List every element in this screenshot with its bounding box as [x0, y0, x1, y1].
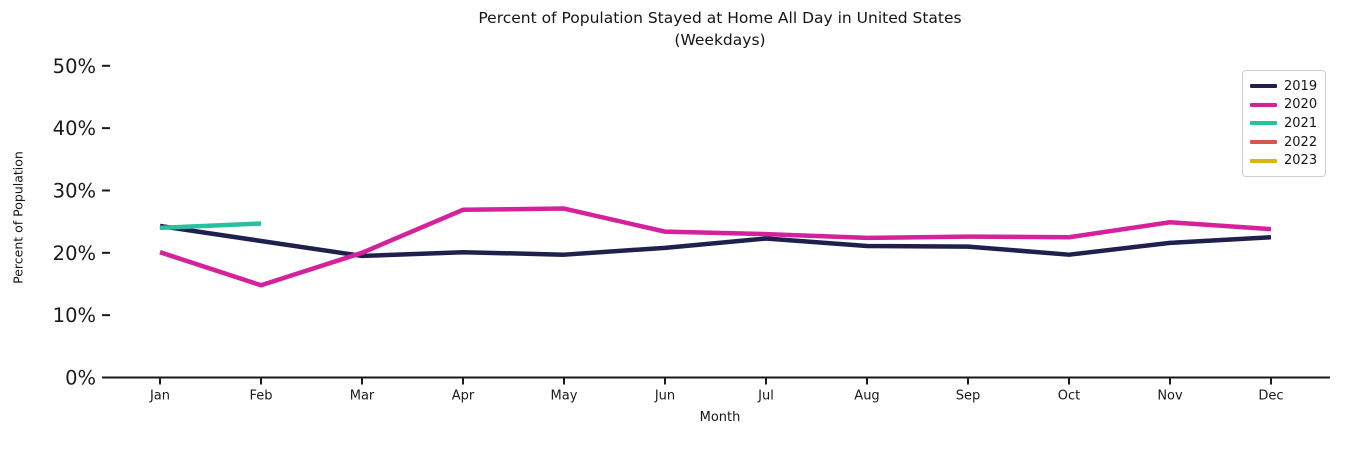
x-axis-label: Month	[699, 410, 741, 425]
series-line-2020	[159, 206, 1272, 288]
chart-legend: 2019 2020 2021 2022 2023	[1242, 70, 1326, 177]
legend-swatch-2022	[1250, 140, 1277, 145]
chart-title: Percent of Population Stayed at Home All…	[0, 7, 1350, 51]
legend-item-2022: 2022	[1250, 133, 1317, 152]
x-tick-label: Feb	[249, 389, 272, 404]
chart-title-line2: (Weekdays)	[674, 31, 766, 49]
legend-swatch-2019	[1250, 84, 1277, 89]
x-tick-label: Sep	[956, 389, 981, 404]
legend-item-2023: 2023	[1250, 151, 1317, 170]
series-line-2021	[159, 221, 262, 231]
legend-label-2023: 2023	[1284, 153, 1318, 169]
x-tick-label: Aug	[854, 389, 879, 404]
legend-label-2022: 2022	[1284, 134, 1318, 150]
y-tick-label: 50%	[53, 55, 96, 78]
chart-title-line1: Percent of Population Stayed at Home All…	[478, 9, 962, 27]
legend-label-2021: 2021	[1284, 115, 1318, 131]
x-tick-label: Jul	[757, 389, 774, 404]
x-tick-label: Jan	[149, 389, 170, 404]
x-tick-label: Oct	[1058, 389, 1080, 404]
legend-item-2020: 2020	[1250, 96, 1317, 115]
y-tick-label: 10%	[53, 304, 96, 327]
legend-swatch-2020	[1250, 102, 1277, 107]
y-tick-label: 30%	[53, 179, 96, 202]
y-tick-label: 0%	[65, 367, 96, 390]
x-tick-label: Mar	[350, 389, 375, 404]
legend-item-2019: 2019	[1250, 77, 1317, 96]
x-tick-label: May	[551, 389, 578, 404]
y-tick-label: 40%	[53, 117, 96, 140]
legend-item-2021: 2021	[1250, 114, 1317, 133]
legend-swatch-2023	[1250, 158, 1277, 163]
series-line-2019	[159, 223, 1272, 259]
y-tick-label: 20%	[53, 242, 96, 265]
legend-label-2019: 2019	[1284, 78, 1318, 94]
x-tick-label: Apr	[452, 389, 475, 404]
x-tick-label: Jun	[654, 389, 675, 404]
legend-swatch-2021	[1250, 121, 1277, 126]
x-tick-label: Dec	[1258, 389, 1283, 404]
x-tick-label: Nov	[1157, 389, 1183, 404]
legend-label-2020: 2020	[1284, 97, 1318, 113]
